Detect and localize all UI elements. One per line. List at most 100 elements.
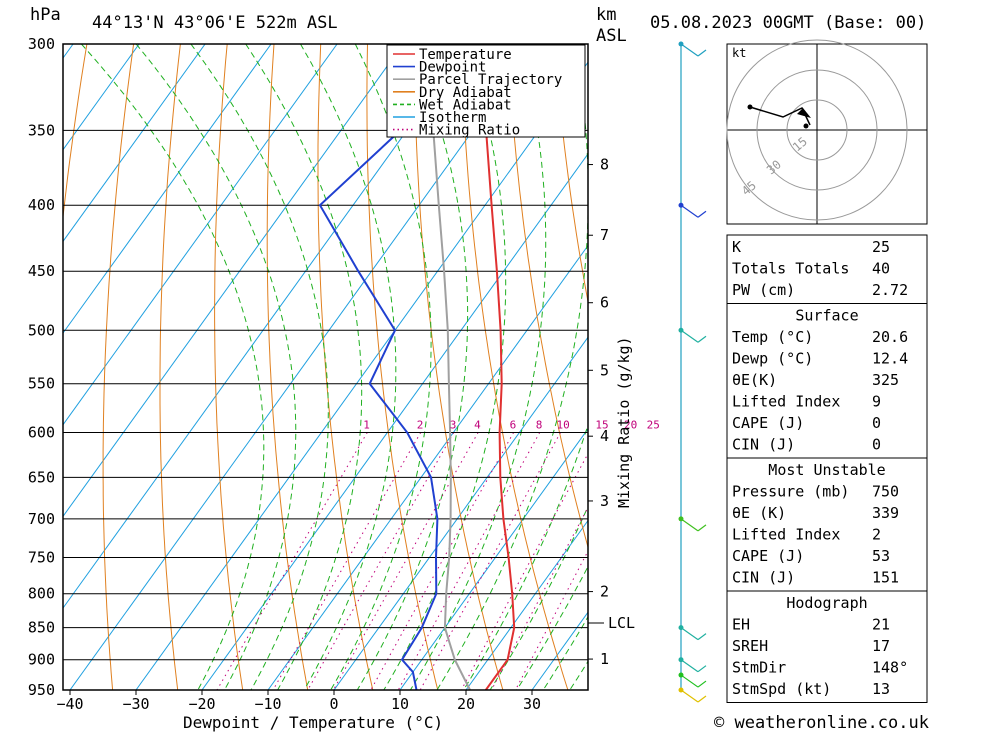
pressure-tick: 750 (28, 549, 55, 567)
wind-barb (680, 329, 699, 343)
index-label: CIN (J) (732, 569, 795, 587)
storm-motion-arrow (797, 108, 811, 118)
temperature-tick: 0 (329, 695, 338, 713)
index-label: CIN (J) (732, 436, 795, 454)
mixing-ratio-tick: 1 (363, 418, 370, 431)
hodo-ring (726, 39, 908, 221)
mixing-ratio-line (307, 432, 455, 690)
pressure-tick: 400 (28, 196, 55, 214)
index-value: 12.4 (872, 350, 908, 368)
hodo-point (747, 104, 753, 110)
wet-adiabat (489, 505, 588, 690)
wet-adiabat (356, 44, 469, 690)
pressure-tick: 850 (28, 619, 55, 637)
dry-adiabat-lines (63, 44, 588, 690)
mixing-ratio-line (397, 432, 541, 690)
wet-adiabat (330, 44, 432, 690)
mixing-ratio-tick: 3 (450, 418, 457, 431)
wind-barb (680, 689, 699, 703)
temperature-tick: −10 (254, 695, 281, 713)
mixing-ratio-tick: 15 (595, 418, 608, 431)
pressure-tick: 800 (28, 585, 55, 603)
index-value: 2.72 (872, 281, 908, 299)
dry-adiabat (214, 44, 244, 690)
isotherm (63, 44, 404, 518)
temperature-tick-labels: −40 −30 −20 −10 0 10 20 30 (56, 690, 541, 713)
km-tick: 7 (600, 226, 609, 244)
table-title: Most Unstable (768, 461, 885, 479)
isotherm (135, 61, 588, 690)
pressure-tick: 650 (28, 468, 55, 486)
index-value: 2 (872, 526, 881, 544)
index-value: 750 (872, 483, 899, 501)
temperature-tick: −20 (188, 695, 215, 713)
mixing-ratio-line (332, 432, 479, 690)
index-label: PW (cm) (732, 281, 795, 299)
legend-label: Wet Adiabat (419, 97, 512, 113)
index-value: 20.6 (872, 328, 908, 346)
km-tick: 3 (600, 492, 609, 510)
wet-adiabat (245, 44, 363, 690)
km-tick: 4 (600, 427, 609, 445)
mixing-ratio-lines (216, 432, 588, 690)
pressure-tick: 350 (28, 121, 55, 139)
index-value: 151 (872, 569, 899, 587)
dry-adiabat (413, 44, 504, 690)
wind-barb (680, 518, 699, 532)
profile-series (318, 44, 516, 690)
index-label: Totals Totals (732, 260, 849, 278)
temperature-tick: 30 (523, 695, 541, 713)
isotherm (63, 44, 206, 243)
index-label: Lifted Index (732, 526, 840, 544)
hodograph-unit: kt (732, 46, 746, 60)
datetime-title: 05.08.2023 00GMT (Base: 00) (650, 13, 926, 33)
dry-adiabat (159, 44, 181, 690)
temperature-tick: 10 (391, 695, 409, 713)
wind-barb-feather (697, 524, 707, 532)
index-value: 21 (872, 616, 890, 634)
pressure-tick: 450 (28, 262, 55, 280)
legend-label: Temperature (419, 47, 512, 63)
hpa-unit: hPa (30, 5, 61, 25)
index-label: Pressure (mb) (732, 483, 849, 501)
dry-adiabat (507, 44, 588, 549)
pressure-tick: 550 (28, 375, 55, 393)
wind-barb-feather (697, 335, 707, 343)
mixing-ratio-line (272, 432, 422, 690)
index-label: EH (732, 616, 750, 634)
wet-adiabat-lines (81, 44, 588, 690)
isotherm (63, 44, 272, 334)
index-value: 53 (872, 547, 890, 565)
legend-label: Dewpoint (419, 60, 486, 76)
isotherm (69, 44, 536, 690)
index-value: 325 (872, 371, 899, 389)
mixing-ratio-line (216, 432, 368, 690)
index-value: 40 (872, 260, 890, 278)
pressure-tick: 500 (28, 321, 55, 339)
index-value: 0 (872, 414, 881, 432)
mixing-ratio-axis-label: Mixing Ratio (g/kg) (615, 336, 633, 508)
km-tick: 5 (600, 361, 609, 379)
index-value: 9 (872, 393, 881, 411)
wet-adiabat (409, 44, 547, 690)
wet-adiabat (135, 44, 297, 690)
wet-adiabat (516, 565, 588, 690)
series-parcel-trajectory (428, 44, 471, 690)
location-title: 44°13'N 43°06'E 522m ASL (92, 13, 338, 33)
pressure-tick: 600 (28, 423, 55, 441)
dry-adiabat (102, 44, 135, 690)
wind-barb (680, 659, 699, 673)
wind-barb (680, 627, 699, 641)
isotherm (63, 44, 140, 151)
dry-adiabat (366, 44, 439, 690)
km-tick: 8 (600, 156, 609, 174)
pressure-tick: 900 (28, 651, 55, 669)
hodo-ring (786, 99, 848, 161)
temperature-tick: −40 (56, 695, 83, 713)
table-surface (726, 303, 928, 459)
mixing-ratio-tick: 6 (510, 418, 517, 431)
pressure-tick: 700 (28, 510, 55, 528)
pressure-tick: 950 (28, 681, 55, 699)
